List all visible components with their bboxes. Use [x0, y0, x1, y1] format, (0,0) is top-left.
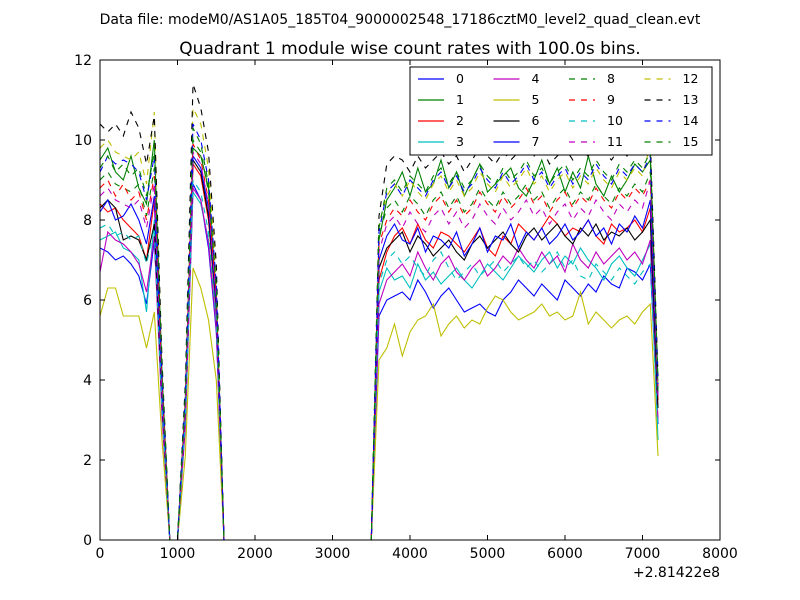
- legend-label-9: 9: [607, 92, 615, 107]
- legend-label-14: 14: [683, 113, 699, 128]
- y-tick-label: 2: [83, 453, 92, 469]
- axes: 0 1000 2000 3000 4000 5000 6000 7000 80000246810…: [74, 53, 738, 581]
- series-line-15: [100, 127, 659, 540]
- y-tick-label: 6: [83, 293, 92, 309]
- legend-label-15: 15: [683, 134, 699, 149]
- legend-label-13: 13: [683, 92, 699, 107]
- x-tick-label: 2000: [237, 546, 273, 562]
- y-tick-label: 8: [83, 213, 92, 229]
- series-line-4: [100, 186, 659, 540]
- legend-box: [409, 66, 713, 156]
- legend-label-4: 4: [532, 71, 540, 86]
- y-tick-label: 10: [74, 133, 92, 149]
- legend-label-7: 7: [532, 134, 540, 149]
- legend-label-2: 2: [456, 113, 464, 128]
- legend-label-8: 8: [607, 71, 615, 86]
- x-tick-label: 0: [96, 546, 105, 562]
- legend-label-0: 0: [456, 71, 464, 86]
- x-tick-label: 7000: [625, 546, 661, 562]
- x-tick-label: 3000: [315, 546, 351, 562]
- y-tick-label: 4: [83, 373, 92, 389]
- x-tick-label: 6000: [547, 546, 583, 562]
- legend-label-1: 1: [456, 92, 464, 107]
- y-tick-label: 12: [74, 53, 92, 69]
- legend-label-5: 5: [532, 92, 540, 107]
- series-line-12: [100, 107, 659, 540]
- x-tick-label: 4000: [392, 546, 428, 562]
- plot-area: [100, 83, 659, 540]
- x-offset-label: +2.81422e8: [633, 565, 720, 581]
- legend-label-11: 11: [607, 134, 623, 149]
- chart-title: Quadrant 1 module wise count rates with …: [179, 39, 640, 59]
- legend-label-3: 3: [456, 134, 464, 149]
- legend-label-10: 10: [607, 113, 623, 128]
- x-tick-label: 1000: [160, 546, 196, 562]
- x-tick-label: 8000: [702, 546, 738, 562]
- y-tick-label: 0: [83, 533, 92, 549]
- series-line-10: [100, 178, 659, 540]
- chart-suptitle: Data file: modeM0/AS1A05_185T04_90000025…: [100, 12, 701, 28]
- series-line-5: [100, 267, 659, 540]
- legend-label-6: 6: [532, 113, 540, 128]
- series-line-14: [100, 123, 659, 540]
- x-tick-label: 5000: [470, 546, 506, 562]
- legend-label-12: 12: [683, 71, 699, 86]
